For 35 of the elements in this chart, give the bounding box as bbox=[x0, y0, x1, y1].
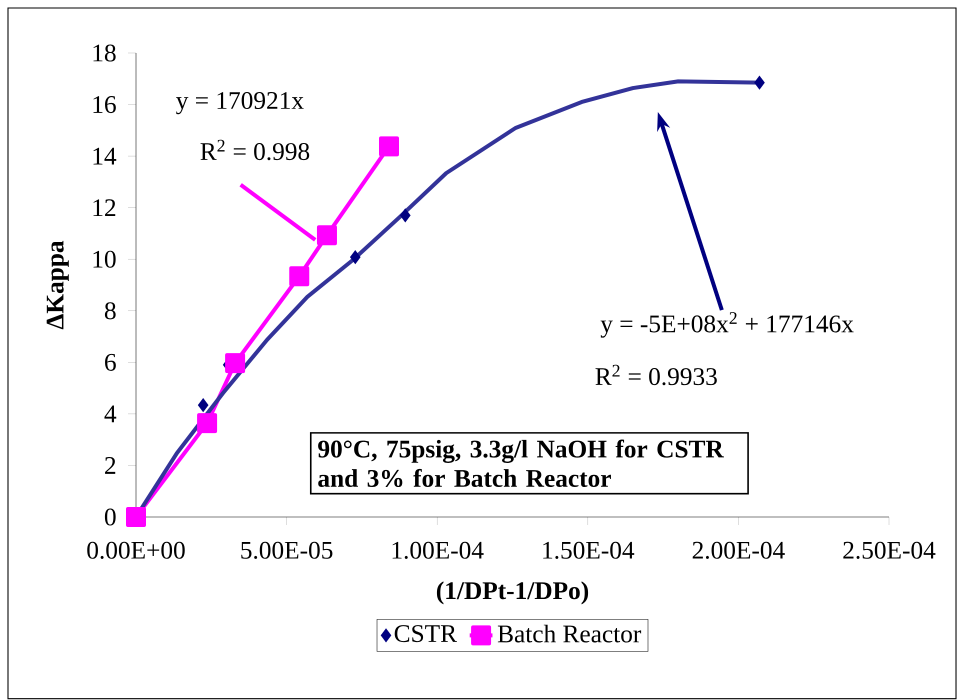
point bbox=[400, 208, 411, 222]
annotation: y = -5E+08x$^{2}$ + 177146x bbox=[600, 312, 854, 338]
point bbox=[225, 353, 246, 374]
x-tick-label: 2.50E-04 bbox=[843, 542, 936, 559]
point bbox=[379, 136, 400, 156]
point bbox=[126, 507, 146, 527]
annotation: R$^{2}$ = 0.998 bbox=[200, 140, 310, 160]
y-tick-label: 16 bbox=[94, 96, 116, 114]
point bbox=[289, 266, 310, 286]
x-tick-label: 2.00E-04 bbox=[692, 542, 785, 559]
y-tick-label: 18 bbox=[94, 44, 116, 62]
point bbox=[197, 413, 218, 434]
y-tick-label: 8 bbox=[104, 302, 116, 320]
x-tick-label: 5.00E-05 bbox=[241, 542, 332, 559]
point bbox=[198, 398, 208, 412]
y-tick-label: 14 bbox=[94, 148, 116, 164]
point bbox=[754, 76, 765, 90]
x-axis-title: (1/DPt-1/DPo) bbox=[436, 581, 588, 604]
x-tick-label: 1.50E-04 bbox=[543, 542, 634, 559]
y-tick-label: 2 bbox=[105, 457, 116, 474]
annotation: R$^{2}$ = 0.9933 bbox=[596, 364, 717, 386]
y-axis-title: ΔKappa bbox=[46, 240, 69, 330]
x-tick-label: 0.00E+00 bbox=[87, 542, 185, 559]
x-tick-label: 1.00E-04 bbox=[392, 542, 484, 559]
y-tick-label: 0 bbox=[104, 508, 116, 526]
y-tick-label: 4 bbox=[104, 406, 116, 422]
y-tick-label: 10 bbox=[94, 250, 116, 268]
annotation: y = 170921x bbox=[176, 92, 304, 114]
y-tick-label: 12 bbox=[94, 199, 116, 216]
legend-label: CSTR bbox=[394, 625, 457, 642]
y-tick-label: 6 bbox=[105, 354, 116, 371]
point bbox=[316, 225, 337, 246]
annotation: 90°C, 75psig, 3.3g/l NaOH for CSTR and 3% for Batch Reactor bbox=[318, 440, 724, 488]
legend-label: Batch Reactor bbox=[498, 624, 642, 643]
point bbox=[350, 250, 361, 264]
